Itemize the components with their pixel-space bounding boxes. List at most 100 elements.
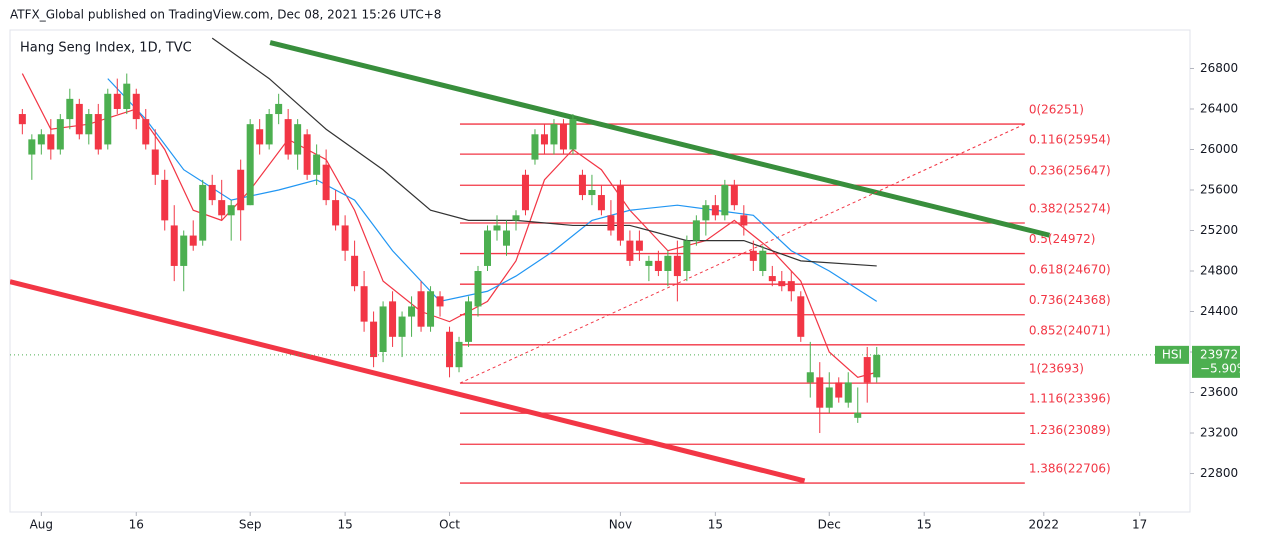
- fib-label: 1.386(22706): [1029, 462, 1111, 476]
- y-tick-label: 24800: [1200, 264, 1238, 278]
- candle-body: [75, 103, 83, 135]
- candle-body: [237, 169, 245, 211]
- candle-body: [56, 119, 64, 150]
- candle-body: [825, 387, 833, 408]
- x-tick-label: 15: [917, 518, 932, 532]
- symbol-badge: [1155, 345, 1189, 364]
- candle-body: [806, 372, 814, 383]
- candle-body: [740, 215, 748, 226]
- y-tick-label: 23200: [1200, 426, 1238, 440]
- candle-body: [370, 321, 378, 358]
- trendline: [10, 279, 806, 484]
- candle-body: [654, 260, 662, 271]
- candle-body: [294, 124, 302, 155]
- x-tick-label: 17: [1132, 518, 1147, 532]
- fib-label: 1(23693): [1029, 362, 1084, 376]
- fib-label: 0.116(25954): [1029, 133, 1111, 147]
- candle-body: [673, 255, 681, 277]
- x-tick-label: Aug: [30, 518, 53, 532]
- candle-body: [132, 93, 140, 120]
- fib-label: 1.116(23396): [1029, 392, 1111, 406]
- candle-body: [559, 124, 567, 150]
- candle-body: [607, 215, 615, 231]
- candle-body: [711, 205, 719, 216]
- candle-body: [502, 230, 510, 246]
- candle-body: [151, 149, 159, 175]
- y-tick-label: 26400: [1200, 101, 1238, 115]
- candle-body: [417, 291, 425, 327]
- candle-body: [465, 301, 473, 342]
- candle-body: [341, 225, 349, 251]
- trendline: [269, 40, 1051, 238]
- candle-body: [664, 255, 672, 271]
- candle-body: [303, 134, 311, 175]
- candle-body: [768, 276, 776, 282]
- candle-body: [332, 200, 340, 226]
- candle-body: [550, 124, 558, 145]
- x-tick-label: 15: [708, 518, 723, 532]
- chart-title: Hang Seng Index, 1D, TVC: [20, 41, 192, 56]
- candle-body: [749, 250, 757, 261]
- candle-body: [730, 184, 738, 206]
- candle-body: [208, 184, 216, 201]
- y-tick-label: 23600: [1200, 385, 1238, 399]
- fib-label: 0.852(24071): [1029, 323, 1111, 337]
- candle-body: [493, 225, 501, 231]
- candle-body: [360, 286, 368, 322]
- candle-body: [256, 129, 264, 145]
- candle-body: [284, 119, 292, 155]
- candle-body: [161, 179, 169, 221]
- candle-body: [142, 119, 150, 145]
- candle-body: [645, 260, 653, 266]
- candle-body: [389, 301, 397, 337]
- y-tick-label: 25200: [1200, 223, 1238, 237]
- candle-body: [835, 382, 843, 398]
- candle-body: [635, 240, 643, 251]
- candle-body: [521, 174, 529, 211]
- candle-body: [427, 291, 435, 327]
- candle-body: [787, 281, 795, 292]
- candle-body: [47, 134, 55, 150]
- y-tick-label: 25600: [1200, 182, 1238, 196]
- candle-body: [683, 240, 691, 271]
- fib-label: 0.382(25274): [1029, 202, 1111, 216]
- candle-body: [844, 382, 852, 403]
- candle-body: [379, 306, 387, 353]
- candle-body: [455, 341, 463, 368]
- candle-body: [446, 331, 454, 368]
- candle-body: [597, 195, 605, 211]
- candle-body: [436, 296, 444, 307]
- y-tick-label: 22800: [1200, 466, 1238, 480]
- candle-body: [578, 174, 586, 196]
- candle-body: [759, 250, 767, 271]
- candle-body: [531, 134, 539, 160]
- candle-body: [123, 83, 131, 109]
- plot-frame: [9, 29, 1191, 513]
- candle-body: [28, 139, 36, 155]
- fib-label: 1.236(23089): [1029, 423, 1111, 437]
- last-change: −5.90%: [1200, 361, 1248, 375]
- price-badge: [1192, 345, 1240, 378]
- header: ATFX_Global published on TradingView.com…: [10, 8, 441, 22]
- candle-body: [85, 114, 93, 135]
- last-price: 23972: [1200, 347, 1238, 361]
- candle-body: [816, 377, 824, 408]
- fib-label: 0(26251): [1029, 103, 1084, 117]
- x-tick-label: Oct: [439, 518, 460, 532]
- candle-body: [569, 119, 577, 150]
- candle-body: [873, 354, 881, 378]
- x-tick-label: 2022: [1029, 518, 1060, 532]
- candle-body: [104, 93, 112, 145]
- candle-body: [322, 164, 330, 201]
- candle-body: [199, 184, 207, 241]
- candle-body: [227, 205, 235, 216]
- candle-body: [398, 316, 406, 337]
- candle-body: [66, 98, 74, 120]
- y-tick-label: 26800: [1200, 61, 1238, 75]
- candle-body: [721, 184, 729, 216]
- candle-body: [265, 114, 273, 145]
- fib-label: 0.236(25647): [1029, 164, 1111, 178]
- candle-body: [854, 412, 862, 418]
- candle-body: [474, 271, 482, 307]
